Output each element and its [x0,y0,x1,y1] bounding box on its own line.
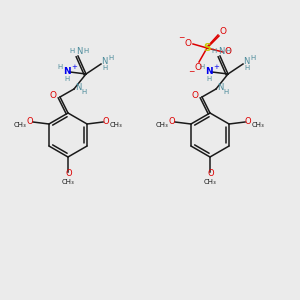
Text: N: N [218,47,224,56]
Text: N: N [243,56,249,65]
Text: O: O [245,116,251,125]
Text: O: O [208,169,214,178]
Text: H: H [69,48,75,54]
Text: O: O [50,92,56,100]
Text: O: O [220,28,226,37]
Text: CH₃: CH₃ [156,122,168,128]
Text: O: O [194,62,202,71]
Text: H: H [224,89,229,95]
Text: H: H [102,65,108,71]
Text: H: H [244,65,250,71]
Text: −: − [188,68,194,76]
Text: S: S [203,43,211,53]
Text: −: − [178,34,184,43]
Text: O: O [224,47,232,56]
Text: H: H [108,55,114,61]
Text: +: + [213,64,219,70]
Text: O: O [169,116,175,125]
Text: H: H [83,48,88,54]
Text: H: H [81,89,87,95]
Text: H: H [225,48,231,54]
Text: O: O [191,92,199,100]
Text: H: H [212,48,217,54]
Text: H: H [206,76,211,82]
Text: CH₃: CH₃ [14,122,26,128]
Text: O: O [184,38,191,47]
Text: O: O [103,116,110,125]
Text: O: O [27,116,33,125]
Text: N: N [76,47,82,56]
Text: CH₃: CH₃ [61,179,74,185]
Text: CH₃: CH₃ [110,122,122,128]
Text: N: N [205,67,213,76]
Text: N: N [217,83,223,92]
Text: H: H [64,76,70,82]
Text: O: O [66,169,72,178]
Text: CH₃: CH₃ [252,122,264,128]
Text: N: N [75,83,81,92]
Text: N: N [63,67,71,76]
Text: +: + [71,64,77,70]
Text: H: H [250,55,256,61]
Text: CH₃: CH₃ [204,179,216,185]
Text: H: H [57,64,63,70]
Text: N: N [101,56,107,65]
Text: H: H [200,64,205,70]
